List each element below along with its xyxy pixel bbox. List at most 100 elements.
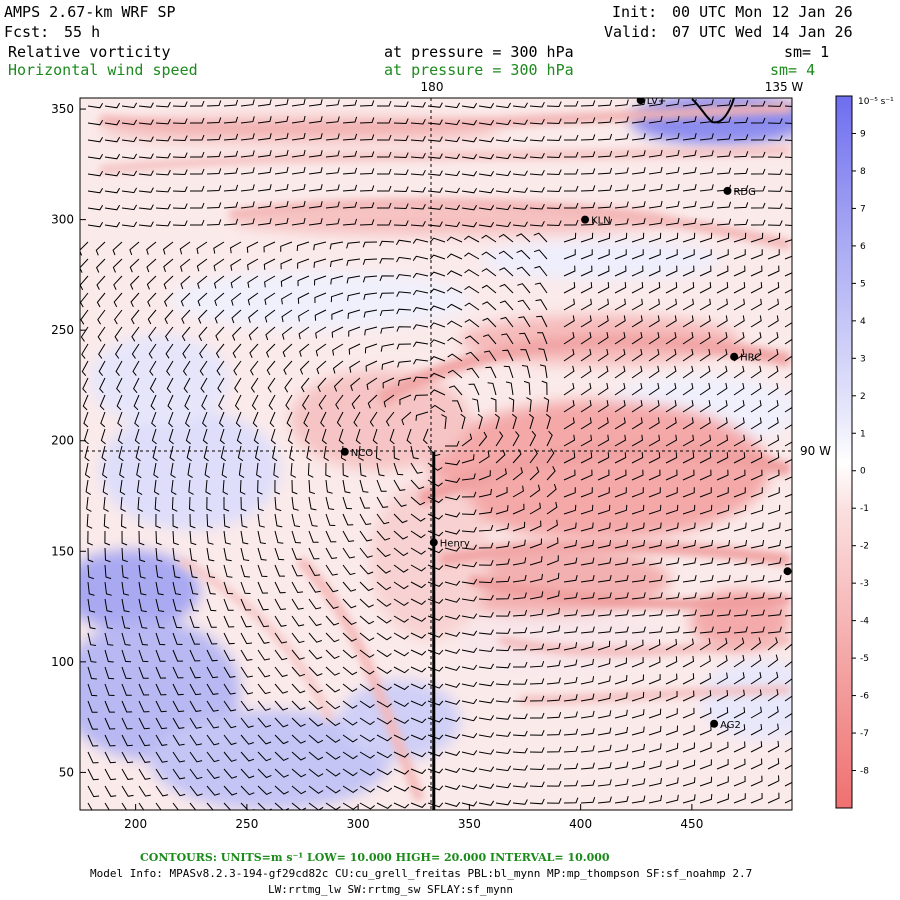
wind-barb: [189, 751, 203, 763]
wind-barb: [495, 731, 511, 737]
wind-barb: [546, 712, 562, 719]
wind-barb: [372, 428, 378, 445]
wind-barb: [733, 134, 749, 141]
wind-barb: [444, 119, 461, 126]
model-info: Model Info: MPASv8.2.3-194-gf29cd82c CU:…: [90, 867, 752, 880]
wind-barb: [529, 764, 545, 771]
wind-barb: [529, 660, 545, 668]
wind-barb: [342, 462, 349, 478]
wind-barb: [333, 377, 344, 392]
wind-barb: [682, 759, 696, 770]
wind-barb: [648, 249, 661, 260]
wind-barb: [545, 413, 551, 430]
wind-barb: [716, 150, 732, 158]
wind-barb: [461, 767, 478, 773]
wind-barb: [767, 331, 779, 345]
colorbar-tick-label: 1: [860, 429, 866, 439]
wind-barb: [784, 389, 792, 396]
wind-barb: [503, 365, 514, 379]
wind-barb: [427, 700, 444, 706]
wind-barb: [257, 751, 272, 762]
wind-barb: [517, 299, 531, 311]
wind-barb: [682, 166, 697, 175]
wind-barb: [410, 581, 427, 589]
wind-barb: [614, 315, 626, 328]
wind-barb: [733, 452, 746, 464]
wind-barb: [733, 151, 749, 158]
wind-barb: [155, 615, 165, 629]
wind-barb: [154, 496, 161, 512]
wind-barb: [512, 730, 528, 737]
vorticity-band: [178, 556, 334, 722]
wind-barb: [155, 118, 171, 125]
wind-barb: [291, 717, 306, 727]
wind-barb: [784, 730, 792, 736]
wind-barb: [580, 728, 595, 736]
wind-barb: [580, 365, 592, 379]
wind-barb: [274, 683, 288, 694]
wind-barb: [716, 776, 729, 787]
wind-barb: [784, 224, 792, 227]
wind-barb: [223, 201, 239, 209]
wind-barb: [359, 785, 375, 793]
wind-barb: [716, 348, 728, 362]
wind-barb: [197, 292, 208, 307]
wind-barb: [784, 493, 792, 498]
y-tick-label: 50: [59, 765, 74, 779]
wind-barb: [163, 258, 174, 272]
wind-barb: [240, 734, 254, 745]
wind-barb: [274, 132, 289, 141]
wind-barb: [597, 282, 610, 294]
wind-barb: [682, 557, 697, 566]
wind-barb: [665, 265, 678, 277]
wind-barb: [495, 628, 511, 634]
wind-barb: [99, 394, 106, 411]
wind-barb: [461, 491, 477, 498]
wind-barb: [512, 557, 527, 566]
wind-barb: [121, 153, 138, 160]
wind-barb: [444, 529, 461, 535]
wind-barb: [182, 360, 191, 376]
wind-barb: [665, 382, 677, 396]
wind-barb: [580, 400, 592, 413]
wind-barb: [115, 360, 123, 377]
wind-barb: [546, 169, 562, 176]
wind-barb: [665, 522, 679, 532]
wind-barb: [529, 608, 544, 617]
wind-barb: [190, 185, 205, 192]
wind-barb: [512, 765, 528, 771]
wind-barb: [82, 377, 89, 394]
wind-barb: [682, 331, 694, 345]
wind-barb: [444, 459, 461, 466]
wind-barb: [563, 711, 578, 719]
wind-barb: [329, 241, 344, 250]
wind-barb: [359, 751, 375, 759]
wind-barb: [291, 649, 305, 660]
wind-barb: [355, 428, 361, 445]
wind-barb: [251, 394, 259, 411]
wind-barb: [342, 785, 358, 794]
wind-barb: [733, 626, 748, 634]
wind-barb: [498, 250, 514, 260]
wind-barb: [767, 315, 779, 328]
wind-barb: [444, 733, 461, 739]
wind-barb: [291, 183, 306, 192]
colorbar-tick-label: -5: [860, 654, 869, 664]
wind-barb: [444, 648, 461, 654]
wind-barb: [529, 730, 545, 736]
wind-barb: [546, 118, 562, 125]
wind-barb: [155, 632, 166, 646]
wind-barb: [121, 119, 138, 126]
wind-barb: [257, 700, 271, 711]
wind-barb: [97, 309, 106, 325]
meridian-180-label: 180: [421, 80, 444, 94]
wind-barb: [281, 292, 293, 305]
wind-barb: [172, 101, 188, 108]
wind-barb: [699, 557, 714, 566]
wind-barb: [234, 394, 242, 411]
wind-barb: [104, 802, 110, 810]
wind-barb: [563, 728, 579, 736]
wind-barb: [308, 598, 322, 610]
wind-barb: [784, 424, 792, 430]
wind-barb: [189, 615, 200, 628]
